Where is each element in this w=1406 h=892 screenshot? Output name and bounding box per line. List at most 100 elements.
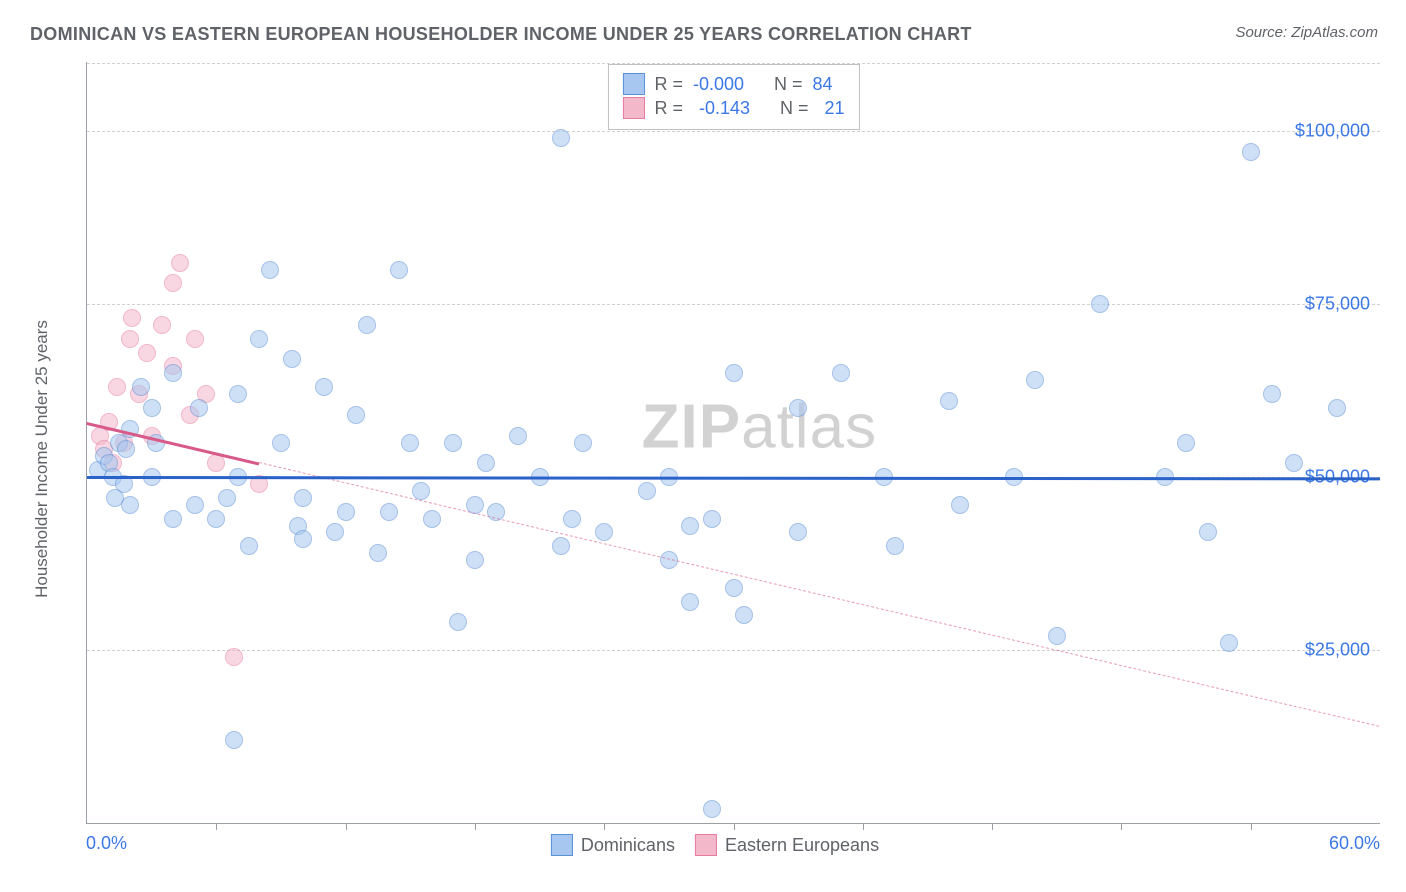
data-point	[132, 378, 150, 396]
r-label: R =	[654, 98, 683, 119]
data-point	[681, 593, 699, 611]
data-point	[294, 489, 312, 507]
data-point	[171, 254, 189, 272]
data-point	[390, 261, 408, 279]
data-point	[164, 364, 182, 382]
gridline	[87, 304, 1380, 305]
data-point	[190, 399, 208, 417]
data-point	[347, 406, 365, 424]
legend-label: Eastern Europeans	[725, 835, 879, 856]
data-point	[638, 482, 656, 500]
data-point	[225, 648, 243, 666]
data-point	[380, 503, 398, 521]
data-point	[283, 350, 301, 368]
x-tick	[1121, 823, 1122, 830]
x-axis-min-label: 0.0%	[86, 833, 127, 854]
data-point	[1263, 385, 1281, 403]
x-tick	[863, 823, 864, 830]
regression-line-dashed	[259, 462, 1380, 727]
data-point	[272, 434, 290, 452]
x-tick	[216, 823, 217, 830]
r-value: -0.000	[693, 74, 744, 95]
data-point	[1048, 627, 1066, 645]
x-tick	[475, 823, 476, 830]
legend-label: Dominicans	[581, 835, 675, 856]
data-point	[186, 496, 204, 514]
data-point	[703, 800, 721, 818]
y-axis-label: Householder Income Under 25 years	[32, 320, 52, 598]
data-point	[401, 434, 419, 452]
legend-item: Dominicans	[551, 834, 675, 856]
data-point	[326, 523, 344, 541]
data-point	[412, 482, 430, 500]
n-value: 84	[813, 74, 833, 95]
data-point	[681, 517, 699, 535]
source-label: Source: ZipAtlas.com	[1235, 24, 1378, 41]
data-point	[1242, 143, 1260, 161]
data-point	[886, 537, 904, 555]
stats-legend: R = -0.000 N = 84 R = -0.143 N = 21	[607, 64, 859, 130]
data-point	[1026, 371, 1044, 389]
data-point	[315, 378, 333, 396]
data-point	[789, 523, 807, 541]
stats-legend-row: R = -0.143 N = 21	[622, 97, 844, 119]
data-point	[466, 551, 484, 569]
data-point	[477, 454, 495, 472]
data-point	[108, 378, 126, 396]
data-point	[123, 309, 141, 327]
r-value: -0.143	[699, 98, 750, 119]
data-point	[261, 261, 279, 279]
data-point	[832, 364, 850, 382]
data-point	[358, 316, 376, 334]
stats-legend-row: R = -0.000 N = 84	[622, 73, 844, 95]
data-point	[509, 427, 527, 445]
data-point	[444, 434, 462, 452]
data-point	[117, 440, 135, 458]
data-point	[240, 537, 258, 555]
legend-item: Eastern Europeans	[695, 834, 879, 856]
n-value: 21	[825, 98, 845, 119]
r-label: R =	[654, 74, 683, 95]
data-point	[121, 330, 139, 348]
y-tick-label: $100,000	[1295, 121, 1370, 142]
data-point	[186, 330, 204, 348]
data-point	[552, 537, 570, 555]
data-point	[789, 399, 807, 417]
data-point	[1091, 295, 1109, 313]
gridline	[87, 650, 1380, 651]
legend-swatch-icon	[695, 834, 717, 856]
data-point	[725, 364, 743, 382]
data-point	[294, 530, 312, 548]
data-point	[735, 606, 753, 624]
data-point	[143, 399, 161, 417]
data-point	[449, 613, 467, 631]
data-point	[138, 344, 156, 362]
x-tick	[346, 823, 347, 830]
n-label: N =	[774, 74, 803, 95]
gridline	[87, 131, 1380, 132]
legend-swatch-icon	[551, 834, 573, 856]
y-tick-label: $75,000	[1305, 294, 1370, 315]
data-point	[563, 510, 581, 528]
chart-container: Householder Income Under 25 years ZIPatl…	[50, 62, 1380, 856]
data-point	[229, 385, 247, 403]
data-point	[337, 503, 355, 521]
data-point	[1285, 454, 1303, 472]
data-point	[595, 523, 613, 541]
data-point	[1328, 399, 1346, 417]
legend-swatch-icon	[622, 73, 644, 95]
chart-title: DOMINICAN VS EASTERN EUROPEAN HOUSEHOLDE…	[30, 24, 972, 45]
data-point	[1199, 523, 1217, 541]
data-point	[1177, 434, 1195, 452]
data-point	[164, 510, 182, 528]
data-point	[951, 496, 969, 514]
data-point	[703, 510, 721, 528]
data-point	[153, 316, 171, 334]
x-axis-max-label: 60.0%	[1329, 833, 1380, 854]
data-point	[423, 510, 441, 528]
x-tick	[992, 823, 993, 830]
data-point	[940, 392, 958, 410]
watermark: ZIPatlas	[642, 392, 877, 463]
legend-swatch-icon	[622, 97, 644, 119]
data-point	[121, 496, 139, 514]
